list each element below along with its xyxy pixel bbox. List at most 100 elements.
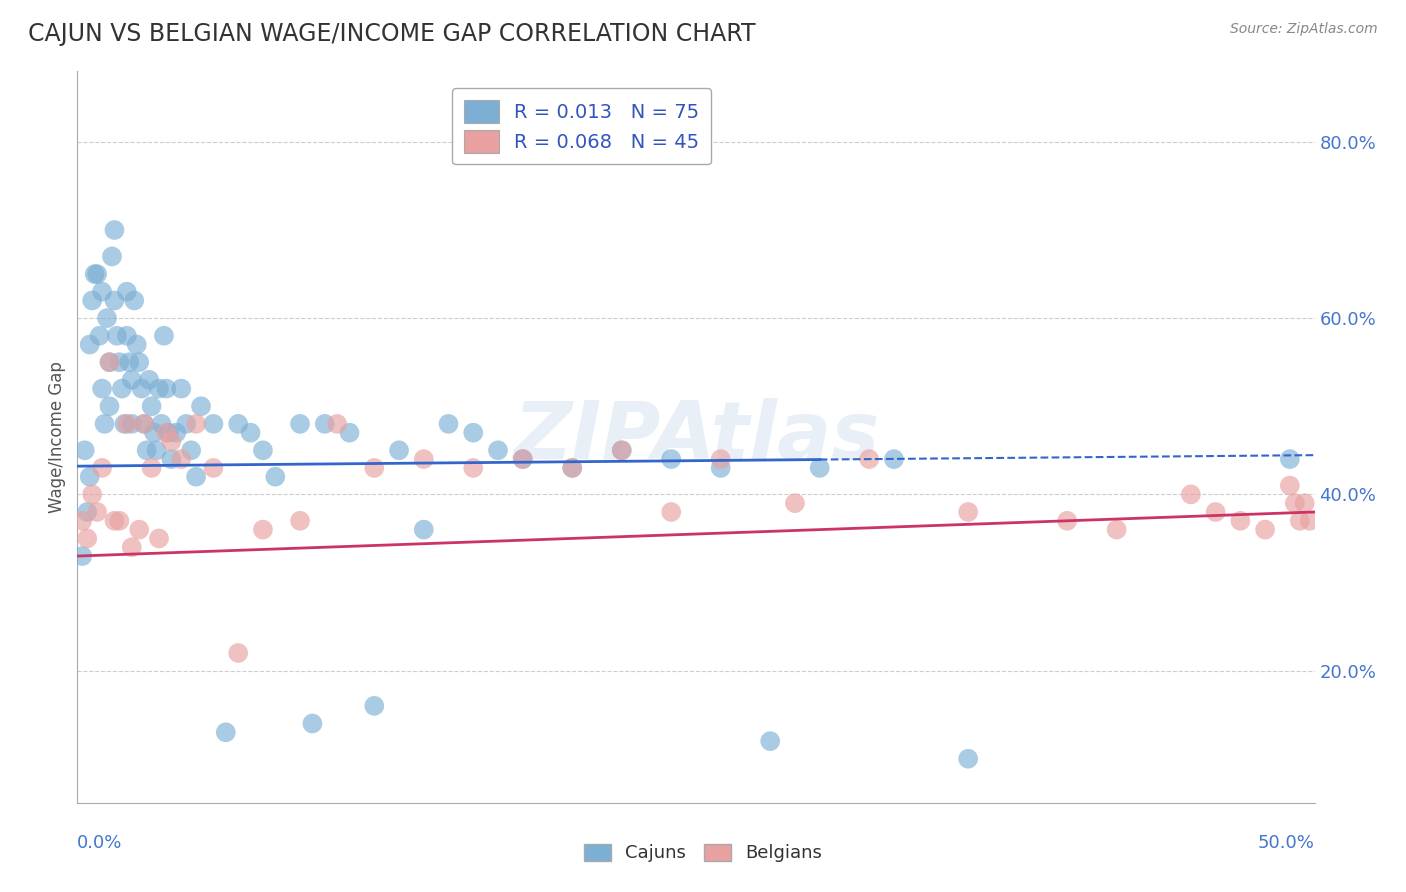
Point: [73, 443, 96, 458]
Point: [957, 505, 980, 519]
Point: [148, 532, 170, 546]
Point: [512, 452, 534, 467]
Text: 0.0%: 0.0%: [77, 834, 122, 852]
Point: [202, 461, 225, 475]
Point: [118, 355, 141, 369]
Point: [339, 425, 361, 440]
Point: [93, 417, 115, 431]
Point: [141, 461, 163, 475]
Legend: Cajuns, Belgians: Cajuns, Belgians: [576, 837, 830, 870]
Point: [98, 355, 121, 369]
Point: [710, 452, 733, 467]
Point: [125, 337, 148, 351]
Point: [1298, 514, 1320, 528]
Point: [412, 523, 434, 537]
Point: [103, 293, 125, 308]
Point: [174, 417, 197, 431]
Point: [184, 469, 207, 483]
Point: [226, 646, 249, 660]
Point: [783, 496, 806, 510]
Point: [79, 469, 101, 483]
Text: CAJUN VS BELGIAN WAGE/INCOME GAP CORRELATION CHART: CAJUN VS BELGIAN WAGE/INCOME GAP CORRELA…: [28, 22, 756, 46]
Point: [135, 443, 157, 458]
Point: [122, 293, 145, 308]
Point: [145, 443, 167, 458]
Point: [86, 267, 108, 281]
Point: [215, 725, 238, 739]
Point: [288, 417, 311, 431]
Point: [288, 514, 311, 528]
Point: [160, 452, 183, 467]
Point: [1278, 452, 1301, 467]
Point: [134, 417, 156, 431]
Point: [561, 461, 583, 475]
Point: [190, 399, 212, 413]
Point: [79, 337, 101, 351]
Point: [157, 425, 180, 440]
Legend: R = 0.013   N = 75, R = 0.068   N = 45: R = 0.013 N = 75, R = 0.068 N = 45: [453, 88, 711, 164]
Point: [463, 461, 485, 475]
Point: [98, 355, 121, 369]
Point: [363, 698, 385, 713]
Point: [170, 452, 193, 467]
Point: [105, 328, 128, 343]
Point: [180, 443, 202, 458]
Point: [121, 373, 143, 387]
Point: [463, 425, 485, 440]
Point: [252, 523, 274, 537]
Point: [131, 382, 153, 396]
Point: [412, 452, 434, 467]
Point: [121, 540, 143, 554]
Point: [326, 417, 349, 431]
Point: [111, 382, 134, 396]
Point: [101, 249, 124, 263]
Point: [86, 505, 108, 519]
Point: [1288, 514, 1310, 528]
Point: [710, 461, 733, 475]
Point: [141, 399, 163, 413]
Point: [808, 461, 831, 475]
Point: [1056, 514, 1078, 528]
Point: [184, 417, 207, 431]
Point: [98, 399, 121, 413]
Point: [76, 505, 98, 519]
Point: [239, 425, 262, 440]
Y-axis label: Wage/Income Gap: Wage/Income Gap: [48, 361, 66, 513]
Point: [108, 355, 131, 369]
Point: [103, 223, 125, 237]
Point: [115, 328, 138, 343]
Point: [143, 425, 166, 440]
Point: [1105, 523, 1128, 537]
Point: [170, 382, 193, 396]
Point: [165, 425, 187, 440]
Point: [96, 311, 118, 326]
Point: [363, 461, 385, 475]
Point: [155, 382, 177, 396]
Text: ZIPAtlas: ZIPAtlas: [513, 398, 879, 476]
Point: [108, 514, 131, 528]
Point: [82, 487, 104, 501]
Point: [115, 417, 138, 431]
Point: [148, 382, 170, 396]
Point: [1294, 496, 1316, 510]
Point: [388, 443, 411, 458]
Point: [264, 469, 287, 483]
Point: [83, 267, 105, 281]
Point: [91, 382, 114, 396]
Point: [160, 434, 183, 449]
Text: 50.0%: 50.0%: [1258, 834, 1315, 852]
Point: [610, 443, 633, 458]
Point: [659, 505, 682, 519]
Point: [1284, 496, 1306, 510]
Point: [72, 549, 94, 563]
Point: [82, 293, 104, 308]
Point: [89, 328, 111, 343]
Point: [858, 452, 880, 467]
Point: [155, 425, 177, 440]
Point: [202, 417, 225, 431]
Point: [512, 452, 534, 467]
Point: [486, 443, 509, 458]
Point: [1278, 478, 1301, 492]
Point: [883, 452, 905, 467]
Point: [91, 285, 114, 299]
